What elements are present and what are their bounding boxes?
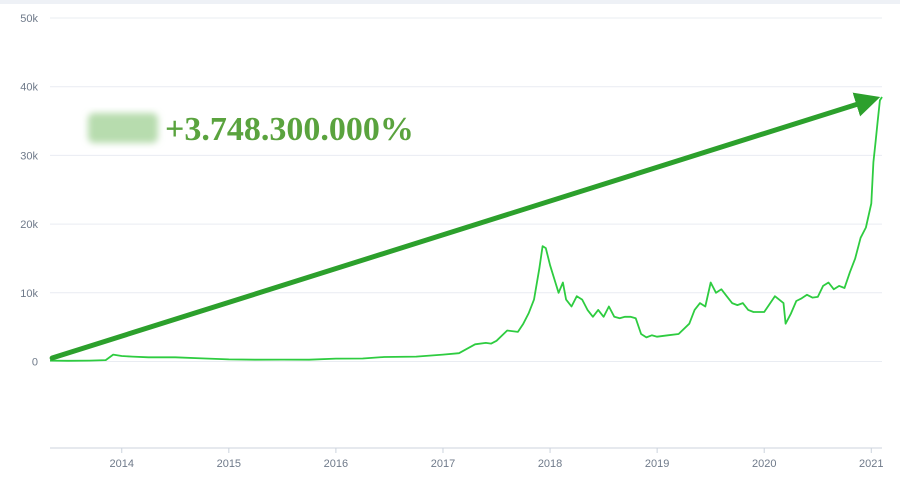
annotation: +3.748.300.000%	[49, 92, 881, 361]
y-tick-label: 0	[32, 356, 38, 368]
x-tick-label: 2014	[110, 458, 134, 470]
x-tick-label: 2019	[645, 458, 669, 470]
price-line	[49, 96, 883, 362]
trend-arrow	[49, 92, 881, 361]
x-tick-label: 2020	[752, 458, 776, 470]
x-axis-ticks: 2014 2015 2016 2017 2018 2019 2020 2021	[50, 447, 884, 470]
y-tick-label: 50k	[20, 13, 38, 25]
grid	[50, 17, 882, 362]
blurred-asset-label	[88, 113, 158, 143]
x-tick-label: 2021	[859, 458, 883, 470]
y-tick-label: 30k	[20, 150, 38, 162]
x-tick-label: 2017	[431, 458, 455, 470]
y-tick-label: 40k	[20, 82, 38, 94]
y-tick-label: 10k	[20, 288, 38, 300]
series-layer	[49, 96, 883, 362]
top-edge-strip	[0, 0, 900, 4]
x-tick-label: 2015	[217, 458, 241, 470]
y-tick-label: 20k	[20, 219, 38, 231]
x-tick-label: 2018	[538, 458, 562, 470]
x-tick-label: 2016	[324, 458, 348, 470]
growth-percentage-label: +3.748.300.000%	[165, 111, 414, 148]
y-axis-ticks: 0 10k 20k 30k 40k 50k	[20, 13, 38, 368]
